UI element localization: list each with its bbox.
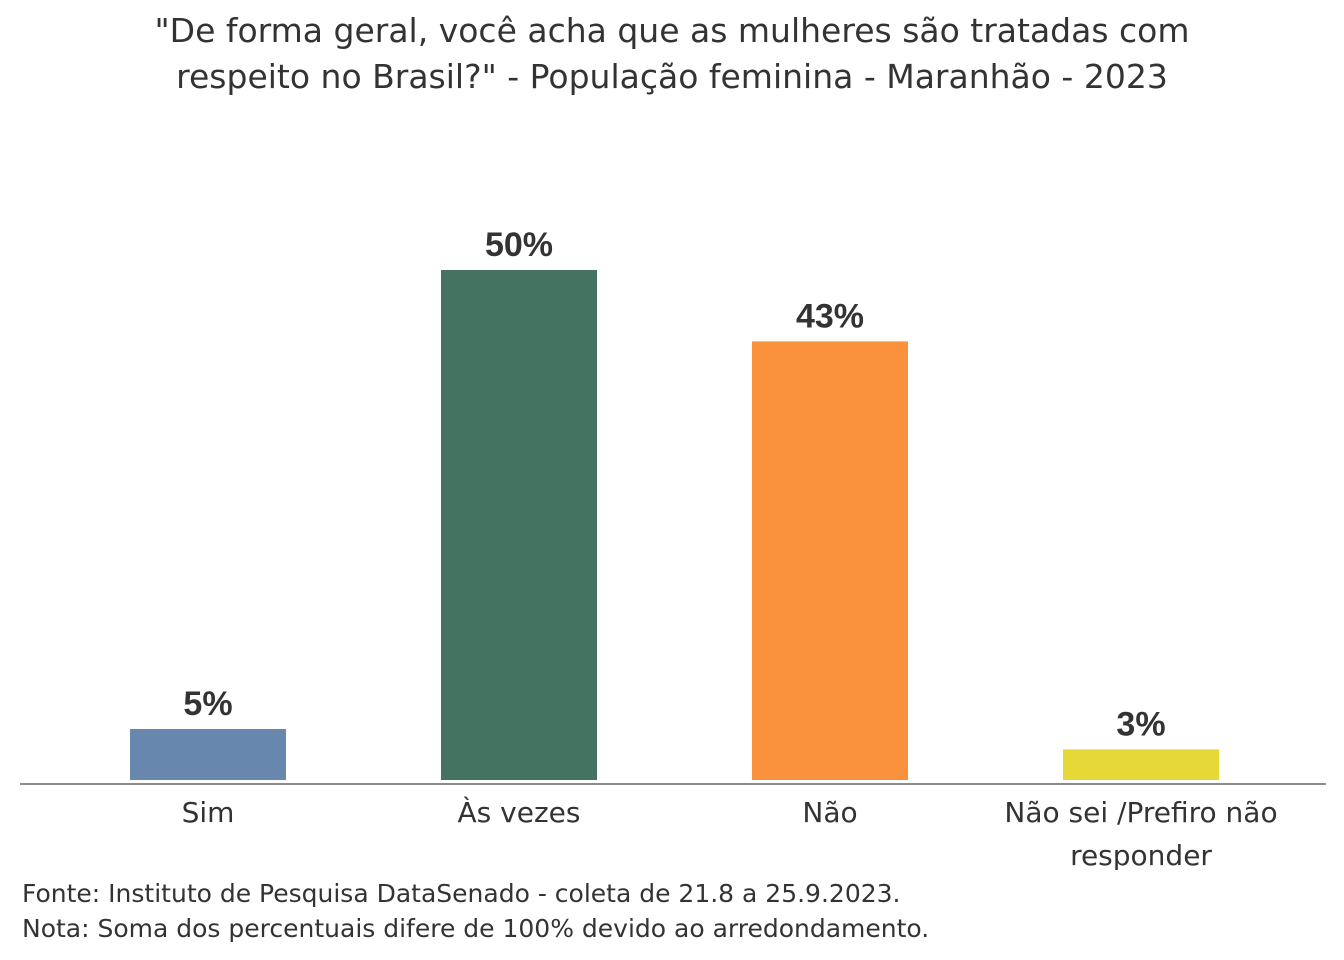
- data-label-3: 3%: [1116, 705, 1165, 743]
- category-label-0-line-0: Sim: [182, 796, 235, 829]
- category-label-3-line-0: Não sei /Prefiro não: [1004, 796, 1277, 829]
- bar-0: [130, 729, 286, 780]
- category-labels-group: Sim Às vezes Não Não sei /Prefiro não respon…: [182, 795, 1278, 870]
- rounding-note: Nota: Soma dos percentuais difere de 100…: [22, 914, 930, 943]
- data-label-0: 5%: [183, 685, 232, 723]
- bar-1: [441, 270, 597, 780]
- bar-3: [1063, 749, 1219, 780]
- category-label-1-line-0: Às vezes: [458, 795, 581, 829]
- chart-title: "De forma geral, você acha que as mulher…: [0, 8, 1344, 100]
- bars-group: [130, 270, 1219, 780]
- bar-chart: 5% 50% 43% 3% Sim Às vezes Não Não sei /Prefir…: [20, 226, 1326, 870]
- category-label-2-line-0: Não: [802, 796, 857, 829]
- category-label-3-line-1: responder: [1070, 839, 1212, 870]
- chart-footer: Fonte: Instituto de Pesquisa DataSenado …: [22, 876, 929, 946]
- chart-title-line-1: "De forma geral, você acha que as mulher…: [154, 11, 1190, 50]
- data-labels-group: 5% 50% 43% 3%: [183, 226, 1165, 743]
- chart-title-line-2: respeito no Brasil?" - População feminin…: [176, 57, 1168, 96]
- data-label-1: 50%: [485, 226, 553, 264]
- data-label-2: 43%: [796, 297, 864, 335]
- source-note: Fonte: Instituto de Pesquisa DataSenado …: [22, 879, 901, 908]
- bar-2: [752, 341, 908, 780]
